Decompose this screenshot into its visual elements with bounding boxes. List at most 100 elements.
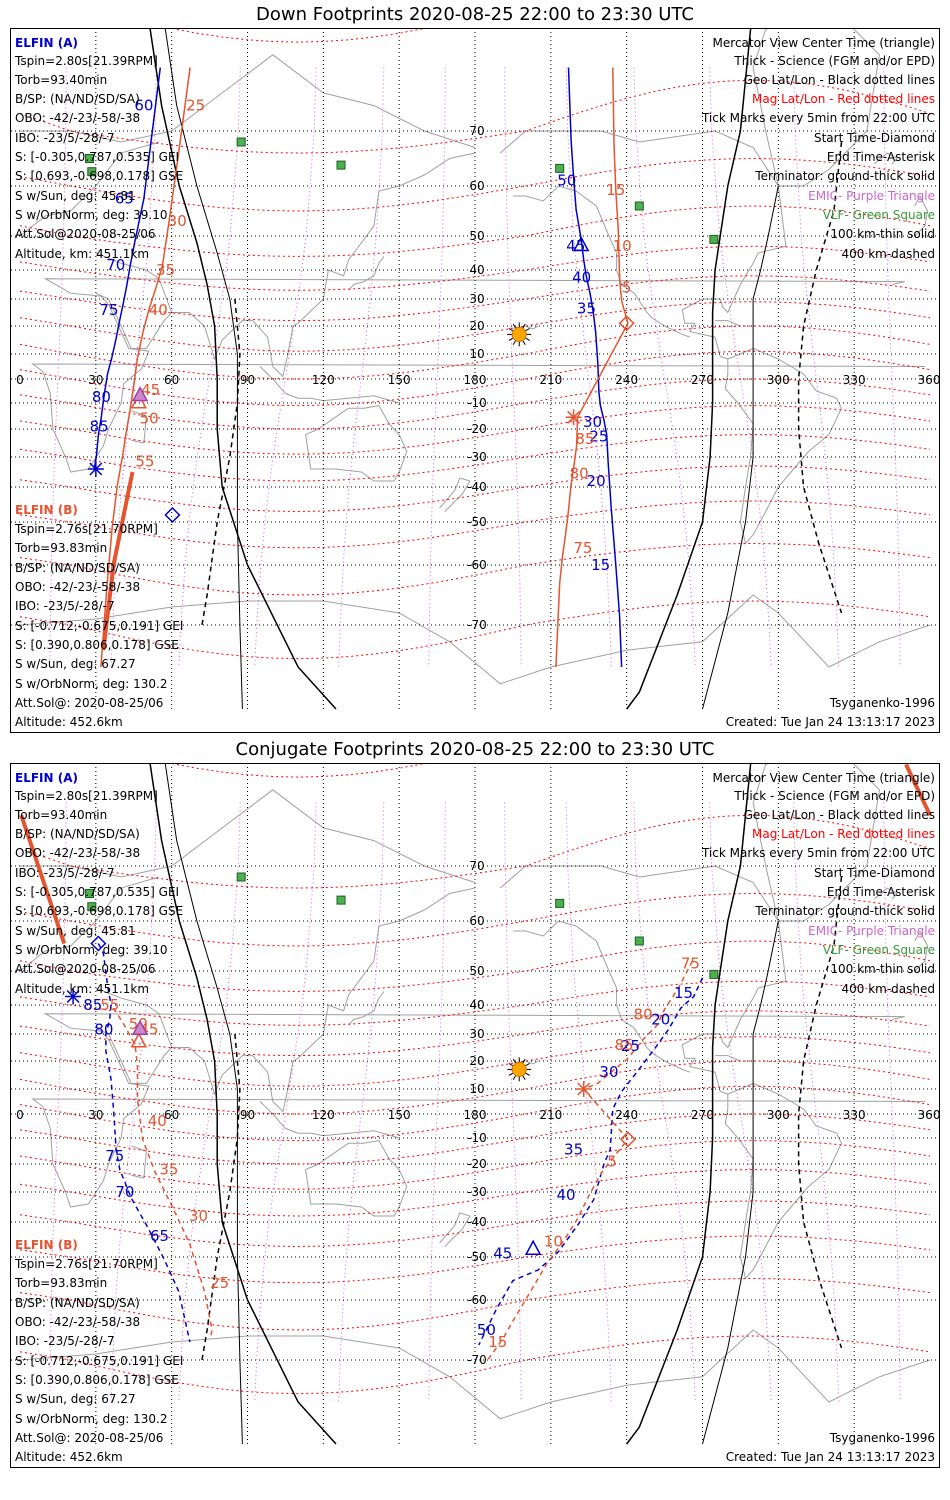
lon-tick-label: 90 xyxy=(240,1108,255,1122)
mag-meridian xyxy=(338,67,385,668)
elfin-a-label: ELFIN (A) xyxy=(15,771,78,785)
emic-station-triangle-icon xyxy=(131,1019,149,1035)
elfin-b-time-tick-label: 25 xyxy=(210,1274,229,1292)
legend-vlf: VLF- Green Square xyxy=(822,208,935,222)
mag-meridian xyxy=(49,67,67,668)
elfin-a-tspin: Tspin=2.80s[21.39RPM] xyxy=(15,54,158,68)
legend-view-center: Mercator View Center Time (triangle) xyxy=(712,771,935,785)
emic-station-triangle-icon xyxy=(131,386,149,402)
legend-start: Start Time-Diamond xyxy=(813,866,935,880)
sun-ray xyxy=(522,1058,526,1064)
elfin-a-label: ELFIN (A) xyxy=(15,36,78,50)
sun-ray xyxy=(522,323,526,329)
mag-meridian xyxy=(633,802,696,1403)
elfin-a-end-asterisk-icon xyxy=(66,989,80,1004)
elfin-a-time-tick-label: 35 xyxy=(564,1141,583,1159)
terminator-100km xyxy=(164,29,243,710)
lon-tick-label: 240 xyxy=(615,1108,638,1122)
elfin-b-orbnorm-angle: S w/OrbNorm, deg: 130.2 xyxy=(15,1412,168,1426)
sun-ray xyxy=(525,1072,530,1076)
legend-400km: 400 km-dashed xyxy=(841,247,935,261)
terminator-ground xyxy=(626,764,752,1445)
elfin-b-torb: Torb=93.83min xyxy=(15,1276,108,1290)
elfin-b-time-tick-label: 5 xyxy=(607,1152,617,1170)
mag-meridian xyxy=(178,67,241,668)
elfin-a-time-tick-label: 65 xyxy=(150,1227,169,1245)
elfin-b-time-tick-label: 40 xyxy=(149,301,168,319)
vlf-station-icon xyxy=(87,167,97,177)
vlf-station-icon xyxy=(87,902,97,912)
lat-tick-label: -30 xyxy=(467,450,487,464)
coastline xyxy=(31,278,925,473)
coastline xyxy=(752,764,880,922)
elfin-b-time-tick-label: 10 xyxy=(544,1232,563,1250)
elfin-a-start-diamond-icon xyxy=(90,935,107,952)
lat-tick-label: -10 xyxy=(467,396,487,410)
lat-tick-label: 20 xyxy=(469,1054,484,1068)
vlf-station-icon xyxy=(709,234,719,244)
elfin-a-view-center-triangle-icon xyxy=(524,1239,542,1255)
elfin-b-gei: S: [-0.712,-0.675,0.191] GEI xyxy=(15,619,184,633)
elfin-a-track xyxy=(93,67,162,470)
lat-tick-label: -20 xyxy=(467,1157,487,1171)
mag-meridian xyxy=(428,67,446,668)
elfin-a-start-diamond-icon xyxy=(164,506,181,524)
legend-end: End Time-Asterisk xyxy=(826,150,935,164)
elfin-b-science-segment xyxy=(19,814,67,945)
lon-tick-label: 150 xyxy=(388,373,411,387)
coastline xyxy=(499,130,787,360)
legend-ticks: Tick Marks every 5min from 22:00 UTC xyxy=(701,846,935,860)
elfin-b-start-diamond-icon xyxy=(619,1131,636,1148)
lat-tick-label: 30 xyxy=(469,292,484,306)
elfin-a-time-tick-label: 20 xyxy=(587,472,606,490)
lon-tick-label: 90 xyxy=(240,373,255,387)
mag-meridian xyxy=(178,802,241,1403)
lon-tick-label: 210 xyxy=(539,1108,562,1122)
sun-ray xyxy=(522,340,526,346)
elfin-a-track xyxy=(567,67,623,668)
elfin-a-time-tick-label: 30 xyxy=(583,413,602,431)
coastline xyxy=(715,1055,741,1062)
mag-parallel xyxy=(19,600,931,660)
coastline xyxy=(512,185,691,338)
vlf-station-icon xyxy=(236,137,246,147)
elfin-b-time-tick-label: 5 xyxy=(622,278,632,296)
lon-tick-label: 360 xyxy=(918,373,940,387)
lon-tick-label: 330 xyxy=(843,1108,866,1122)
elfin-b-attsol: Att.Sol@: 2020-08-25/06 xyxy=(15,696,164,710)
elfin-b-end-asterisk-icon xyxy=(577,1082,591,1096)
elfin-b-time-tick-label: 50 xyxy=(140,410,159,428)
mag-meridian xyxy=(883,67,901,668)
lon-tick-label: 300 xyxy=(767,1108,790,1122)
mag-meridian xyxy=(793,67,840,668)
mag-meridian xyxy=(709,67,772,668)
lon-tick-label: 120 xyxy=(312,373,335,387)
coastline xyxy=(724,1082,843,1280)
elfin-a-gei: S: [-0.305,0.787,0.535] GEI xyxy=(15,885,180,899)
elfin-a-tspin: Tspin=2.80s[21.39RPM] xyxy=(15,789,158,803)
elfin-a-sun-angle: S w/Sun, deg: 45.81 xyxy=(15,924,136,938)
elfin-b-track xyxy=(486,960,694,1361)
elfin-b-label: ELFIN (B) xyxy=(15,503,78,517)
coastline xyxy=(874,887,898,900)
elfin-a-time-tick-label: 20 xyxy=(651,1011,670,1029)
coastline xyxy=(95,252,173,349)
coastline xyxy=(499,865,787,1095)
mag-meridian xyxy=(709,802,772,1403)
lon-tick-label: 210 xyxy=(539,373,562,387)
vlf-station-icon xyxy=(336,160,346,170)
elfin-a-view-center-triangle-icon xyxy=(572,235,590,252)
sun-ray xyxy=(508,1072,514,1076)
elfin-a-time-tick-label: 50 xyxy=(557,172,576,190)
elfin-b-time-tick-label: 75 xyxy=(573,539,592,557)
vlf-station-icon xyxy=(555,898,565,908)
legend-100km: 100 km-thin solid xyxy=(830,962,935,976)
elfin-a-time-tick-label: 35 xyxy=(577,299,596,317)
legend-ticks: Tick Marks every 5min from 22:00 UTC xyxy=(701,111,935,125)
vlf-station-icon xyxy=(555,163,565,173)
elfin-a-altitude: Altitude, km: 451.1km xyxy=(15,982,150,996)
elfin-a-time-tick-label: 75 xyxy=(105,1147,124,1165)
vlf-station-icon xyxy=(85,154,95,163)
coastline xyxy=(914,929,929,972)
coastline xyxy=(95,987,173,1084)
